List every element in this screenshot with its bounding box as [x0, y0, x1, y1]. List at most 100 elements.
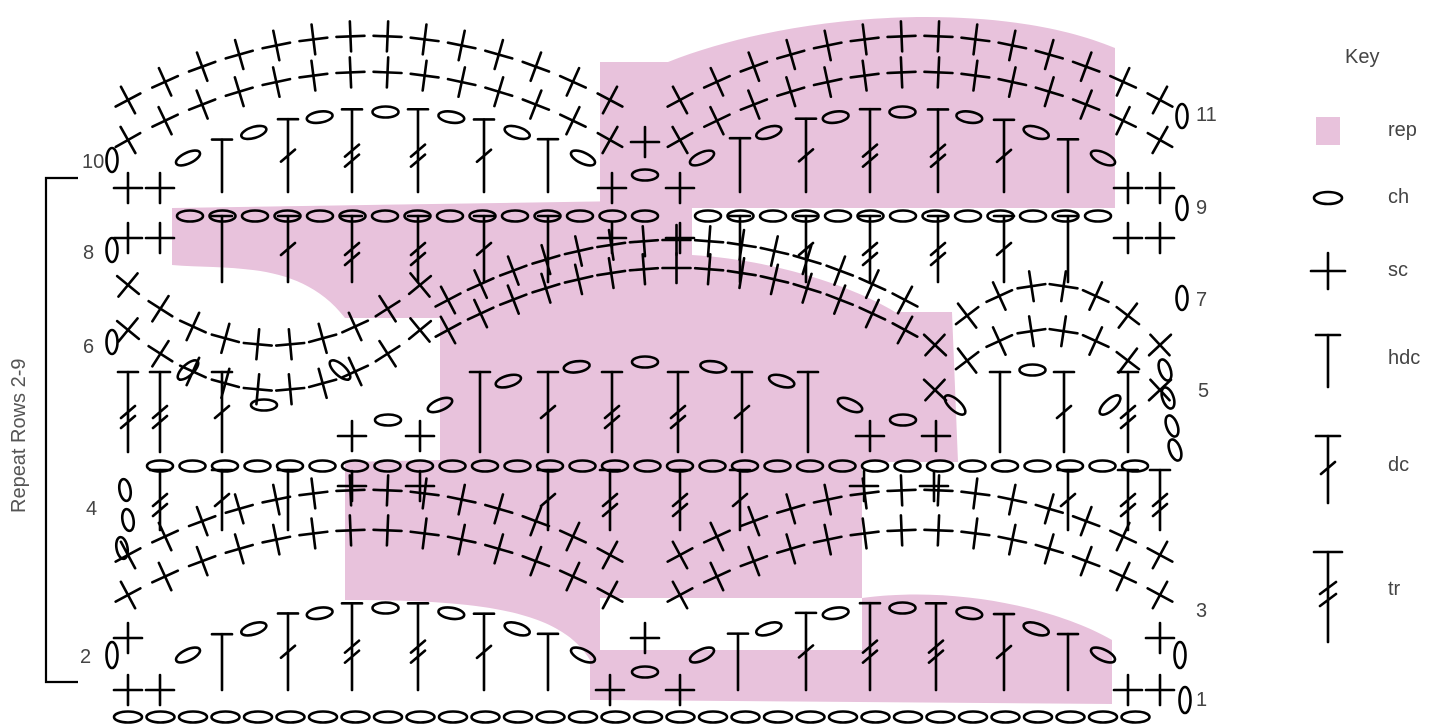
stitches [105, 20, 1192, 724]
rep-region-bottom-right [600, 594, 1112, 704]
sc-stitch [1112, 673, 1144, 707]
ch-stitch [242, 710, 274, 724]
ch-stitch [114, 535, 130, 561]
ch-stitch [249, 398, 279, 412]
sc-stitch [484, 38, 514, 71]
sc-stitch [434, 315, 462, 345]
sc-stitch [594, 673, 626, 707]
sc-stitch [1144, 673, 1176, 707]
sc-stitch [960, 477, 991, 510]
key-label-tr: tr [1388, 578, 1401, 600]
sc-stitch [446, 66, 477, 99]
sc-stitch [739, 505, 769, 537]
sc-stitch [825, 284, 855, 315]
ch-stitch [275, 459, 305, 473]
sc-stitch [147, 294, 174, 323]
dc-stitch [992, 214, 1016, 284]
tr-stitch [926, 214, 950, 284]
ch-stitch [177, 710, 209, 724]
sc-stitch [923, 514, 954, 547]
ch-stitch [437, 110, 466, 125]
sc-stitch [521, 505, 551, 537]
sc-stitch [629, 621, 661, 655]
sc-stitch [298, 59, 329, 92]
sc-stitch [446, 483, 477, 516]
sc-stitch [242, 373, 274, 406]
ch-stitch [693, 209, 723, 223]
ch-stitch [305, 606, 334, 621]
sc-stitch [1109, 521, 1138, 552]
sc-stitch [664, 221, 696, 255]
sc-stitch [115, 317, 141, 343]
ch-stitch [535, 459, 565, 473]
sc-stitch [891, 315, 919, 345]
sc-stitch [307, 367, 338, 400]
sc-stitch [144, 673, 176, 707]
ch-stitch [688, 646, 716, 664]
sc-stitch [1112, 221, 1144, 255]
sc-stitch [997, 523, 1028, 556]
dc-stitch [992, 118, 1016, 194]
sc-stitch [1146, 85, 1174, 115]
ch-stitch [1089, 646, 1117, 664]
sc-stitch [112, 621, 144, 655]
sc-stitch [521, 89, 551, 120]
sc-stitch [886, 474, 917, 507]
repeat-shading [172, 16, 1115, 704]
sc-stitch [335, 514, 366, 547]
key-rep-swatch [1316, 117, 1340, 145]
ch-stitch [958, 459, 987, 473]
hdc-stitch [726, 632, 750, 692]
sc-stitch [997, 483, 1028, 516]
hdc-stitch [1056, 214, 1080, 284]
dc-stitch [276, 117, 300, 194]
ch-stitch [1164, 414, 1180, 438]
dc-stitch [992, 612, 1016, 692]
sc-stitch [484, 533, 514, 565]
row-number-4: 4 [86, 498, 98, 520]
key-symbols [1309, 117, 1347, 644]
sc-stitch [739, 51, 769, 83]
row-number-11: 11 [1196, 104, 1217, 126]
ch-stitch [1120, 710, 1151, 724]
sc-stitch [922, 378, 948, 402]
sc-stitch [1016, 315, 1047, 348]
sc-stitch [261, 66, 292, 99]
ch-stitch [755, 621, 783, 637]
ch-stitch [836, 396, 864, 414]
sc-stitch [112, 221, 144, 255]
ch-stitch [893, 459, 922, 473]
ch-stitch [990, 710, 1021, 724]
tr-stitch [926, 108, 950, 194]
ch-stitch [105, 640, 119, 670]
sc-stitch [151, 561, 180, 592]
ch-stitch [888, 209, 918, 223]
ch-stitch [174, 646, 202, 664]
ch-stitch [665, 459, 695, 473]
ch-stitch [795, 710, 826, 724]
sc-stitch [372, 474, 403, 507]
sc-stitch [596, 580, 624, 610]
ch-stitch [823, 209, 853, 223]
ch-stitch [630, 355, 660, 369]
sc-stitch [187, 545, 217, 577]
ch-stitch [632, 710, 664, 724]
sc-stitch [335, 56, 366, 89]
sc-stitch [702, 105, 731, 136]
sc-stitch [1034, 493, 1064, 525]
ch-stitch [175, 209, 205, 223]
hdc-stitch [728, 214, 752, 284]
sc-stitch [1146, 580, 1174, 610]
sc-stitch [1144, 621, 1176, 655]
ch-stitch [370, 209, 400, 223]
tr-stitch [600, 370, 624, 454]
ch-stitch [569, 646, 597, 664]
sc-stitch [1071, 505, 1101, 537]
ch-stitch [957, 710, 989, 724]
sc-stitch [498, 284, 528, 315]
sc-stitch [1147, 333, 1173, 357]
sc-stitch [242, 328, 274, 361]
sc-stitch [849, 59, 880, 92]
sc-stitch [1144, 171, 1176, 205]
sc-stitch [404, 469, 436, 503]
